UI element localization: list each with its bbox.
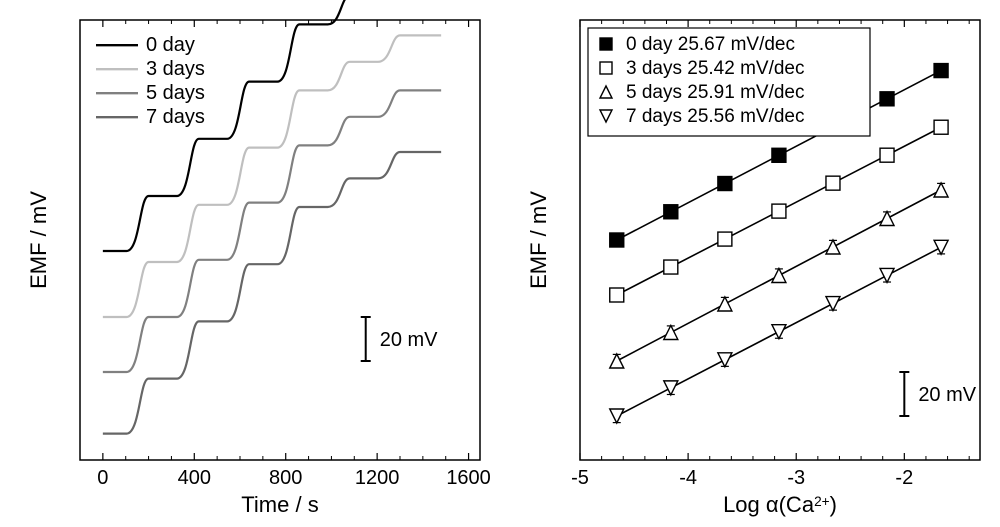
left-y-title: EMF / mV bbox=[26, 191, 51, 289]
legend-label: 5 days 25.91 mV/dec bbox=[626, 82, 805, 103]
marker-square bbox=[610, 233, 624, 247]
marker-triangle bbox=[772, 268, 786, 282]
legend-label: 5 days bbox=[146, 82, 205, 104]
marker-triangle bbox=[934, 183, 948, 197]
marker-triangle-down bbox=[610, 409, 624, 423]
x-tick-label: 400 bbox=[178, 467, 211, 489]
right-x-title: Log α(Ca2+) bbox=[723, 492, 837, 517]
marker-square bbox=[934, 120, 948, 134]
right-y-title: EMF / mV bbox=[526, 191, 551, 289]
left-x-title: Time / s bbox=[241, 492, 318, 517]
legend-label: 3 days 25.42 mV/dec bbox=[626, 58, 805, 79]
marker-square bbox=[718, 177, 732, 191]
marker-square bbox=[934, 64, 948, 78]
marker-triangle bbox=[718, 297, 732, 311]
svg-canvas: 040080012001600Time / sEMF / mV0 day3 da… bbox=[0, 0, 1000, 527]
x-tick-label: -3 bbox=[787, 467, 805, 489]
left-trace-3 bbox=[103, 152, 441, 434]
marker-triangle bbox=[880, 211, 894, 225]
x-tick-label: 800 bbox=[269, 467, 302, 489]
x-tick-label: 1600 bbox=[446, 467, 491, 489]
legend-label: 3 days bbox=[146, 58, 205, 80]
marker-square bbox=[880, 148, 894, 162]
legend-label: 0 day 25.67 mV/dec bbox=[626, 34, 795, 55]
marker-triangle-down bbox=[664, 381, 678, 395]
left-plot-frame bbox=[80, 20, 480, 460]
marker-triangle-down bbox=[880, 268, 894, 282]
legend-label: 0 day bbox=[146, 34, 195, 56]
marker-square bbox=[718, 232, 732, 246]
marker-square bbox=[600, 38, 612, 50]
legend-label: 7 days bbox=[146, 106, 205, 128]
marker-triangle-down bbox=[934, 240, 948, 254]
marker-triangle bbox=[664, 325, 678, 339]
marker-square bbox=[826, 176, 840, 190]
figure-container: { "canvas":{"w":1000,"h":527,"bg":"#ffff… bbox=[0, 0, 1000, 527]
marker-square bbox=[610, 288, 624, 302]
marker-triangle-down bbox=[826, 297, 840, 311]
x-tick-label: 1200 bbox=[355, 467, 400, 489]
marker-square bbox=[772, 204, 786, 218]
marker-square bbox=[664, 260, 678, 274]
left-scalebar-label: 20 mV bbox=[380, 329, 438, 351]
x-tick-label: -4 bbox=[679, 467, 697, 489]
x-tick-label: 0 bbox=[97, 467, 108, 489]
marker-triangle-down bbox=[772, 325, 786, 339]
marker-triangle bbox=[610, 354, 624, 368]
marker-square bbox=[772, 148, 786, 162]
x-tick-label: -5 bbox=[571, 467, 589, 489]
x-tick-label: -2 bbox=[895, 467, 913, 489]
marker-square bbox=[600, 62, 612, 74]
marker-square bbox=[664, 205, 678, 219]
marker-triangle bbox=[826, 240, 840, 254]
right-scalebar-label: 20 mV bbox=[918, 384, 976, 406]
marker-square bbox=[880, 92, 894, 106]
marker-triangle-down bbox=[718, 353, 732, 367]
legend-label: 7 days 25.56 mV/dec bbox=[626, 106, 805, 127]
